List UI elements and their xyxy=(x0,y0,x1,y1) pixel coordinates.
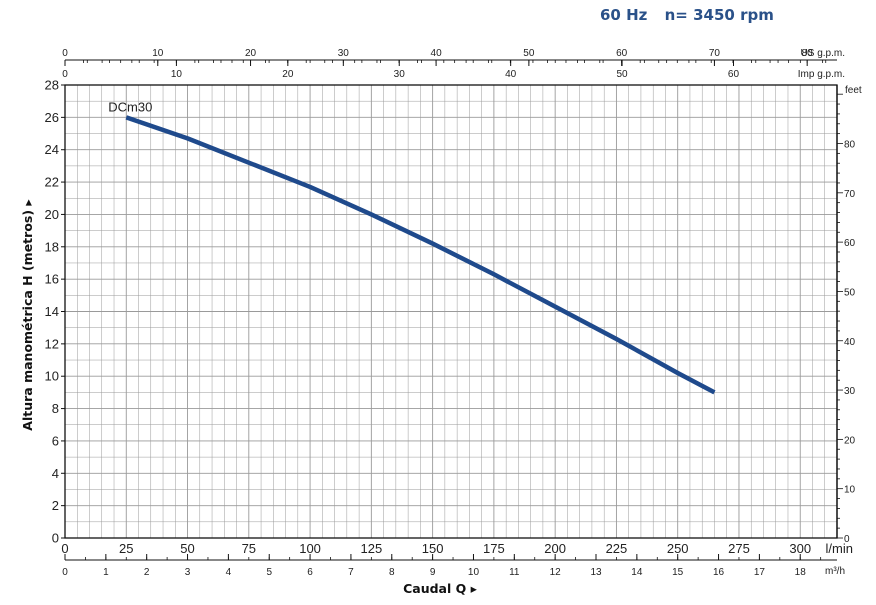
y-tick-label: 8 xyxy=(52,401,59,416)
y-tick-label: 0 xyxy=(52,531,59,546)
lmin-tick-label: 275 xyxy=(728,541,750,556)
y-tick-label: 24 xyxy=(45,142,59,157)
impgpm-axis-tick-label: 20 xyxy=(282,69,294,80)
y-tick-label: 12 xyxy=(45,336,59,351)
feet-tick-label: 60 xyxy=(844,238,856,249)
m3h-axis-tick-label: 1 xyxy=(103,567,109,578)
lmin-tick-label: 175 xyxy=(483,541,505,556)
lmin-tick-label: 75 xyxy=(242,541,256,556)
x-axis-title: Caudal Q ▸ xyxy=(403,581,478,596)
lmin-tick-label: 0 xyxy=(61,541,68,556)
m3h-axis-tick-label: 15 xyxy=(672,567,684,578)
usgpm-axis-tick-label: 80 xyxy=(802,48,814,59)
m3h-axis-tick-label: 11 xyxy=(509,567,520,578)
y-tick-label: 26 xyxy=(45,110,59,125)
feet-tick-label: 30 xyxy=(844,386,856,397)
m3h-unit-label: m³/h xyxy=(825,566,845,577)
usgpm-axis-tick-label: 30 xyxy=(338,48,350,59)
impgpm-axis-tick-label: 40 xyxy=(505,69,517,80)
feet-tick-label: 10 xyxy=(844,485,856,496)
usgpm-axis-tick-label: 60 xyxy=(616,48,628,59)
feet-tick-label: 20 xyxy=(844,435,856,446)
y-tick-label: 22 xyxy=(45,175,59,190)
impgpm-axis-tick-label: 30 xyxy=(394,69,406,80)
lmin-unit-label: l/min xyxy=(826,541,853,556)
lmin-tick-label: 150 xyxy=(422,541,444,556)
lmin-tick-label: 25 xyxy=(119,541,133,556)
lmin-tick-label: 200 xyxy=(544,541,566,556)
lmin-tick-label: 100 xyxy=(299,541,321,556)
series-layer: DCm30 xyxy=(108,99,716,395)
m3h-axis-tick-label: 7 xyxy=(348,567,354,578)
feet-tick-label: 50 xyxy=(844,287,856,298)
lmin-tick-label: 50 xyxy=(180,541,194,556)
m3h-axis-tick-label: 5 xyxy=(266,567,272,578)
impgpm-unit-label: Imp g.p.m. xyxy=(798,69,845,80)
feet-tick-label: 40 xyxy=(844,337,856,348)
impgpm-axis-tick-label: 60 xyxy=(728,69,740,80)
usgpm-axis-tick-label: 70 xyxy=(709,48,721,59)
chart-header: 60 Hz n= 3450 rpm xyxy=(600,6,860,28)
feet-unit-label: feet xyxy=(845,85,862,96)
grid-lines xyxy=(65,85,837,538)
y-tick-label: 10 xyxy=(45,369,59,384)
usgpm-axis-tick-label: 20 xyxy=(245,48,257,59)
impgpm-axis-tick-label: 10 xyxy=(171,69,183,80)
series-line-dcm30 xyxy=(125,115,716,395)
series-label-dcm30: DCm30 xyxy=(108,99,152,114)
feet-tick-label: 0 xyxy=(844,534,850,545)
m3h-axis-tick-label: 14 xyxy=(631,567,643,578)
y-axis-title: Altura manométrica H (metros) ▸ xyxy=(20,199,35,431)
lmin-tick-label: 300 xyxy=(789,541,811,556)
usgpm-axis-tick-label: 0 xyxy=(62,48,68,59)
m3h-axis-tick-label: 3 xyxy=(185,567,191,578)
m3h-axis-tick-label: 4 xyxy=(226,567,232,578)
m3h-axis-tick-label: 10 xyxy=(468,567,480,578)
m3h-axis-tick-label: 13 xyxy=(590,567,602,578)
impgpm-axis-tick-label: 0 xyxy=(62,69,68,80)
m3h-axis-tick-label: 0 xyxy=(62,567,68,578)
m3h-axis-tick-label: 18 xyxy=(795,567,807,578)
impgpm-axis-tick-label: 50 xyxy=(617,69,629,80)
y-tick-label: 18 xyxy=(45,239,59,254)
feet-tick-label: 80 xyxy=(844,140,856,151)
m3h-axis-tick-label: 12 xyxy=(550,567,562,578)
usgpm-axis-tick-label: 50 xyxy=(523,48,535,59)
lmin-tick-label: 125 xyxy=(360,541,382,556)
m3h-axis-tick-label: 8 xyxy=(389,567,395,578)
m3h-axis-tick-label: 17 xyxy=(754,567,766,578)
lmin-tick-label: 250 xyxy=(667,541,689,556)
y-tick-label: 4 xyxy=(52,466,59,481)
usgpm-axis-tick-label: 10 xyxy=(152,48,164,59)
m3h-axis-tick-label: 9 xyxy=(430,567,436,578)
speed-label: n= 3450 rpm xyxy=(664,6,774,24)
frequency-label: 60 Hz xyxy=(600,6,648,24)
y-tick-label: 6 xyxy=(52,433,59,448)
m3h-axis-tick-label: 16 xyxy=(713,567,725,578)
m3h-axis-tick-label: 6 xyxy=(307,567,313,578)
y-tick-label: 14 xyxy=(45,304,59,319)
usgpm-axis-tick-label: 40 xyxy=(431,48,443,59)
usgpm-unit-label: US g.p.m. xyxy=(801,48,845,59)
y-tick-label: 28 xyxy=(45,78,59,93)
y-tick-label: 16 xyxy=(45,272,59,287)
feet-tick-label: 70 xyxy=(844,189,856,200)
y-tick-label: 20 xyxy=(45,207,59,222)
y-tick-label: 2 xyxy=(52,498,59,513)
lmin-tick-label: 225 xyxy=(606,541,628,556)
m3h-axis-tick-label: 2 xyxy=(144,567,150,578)
